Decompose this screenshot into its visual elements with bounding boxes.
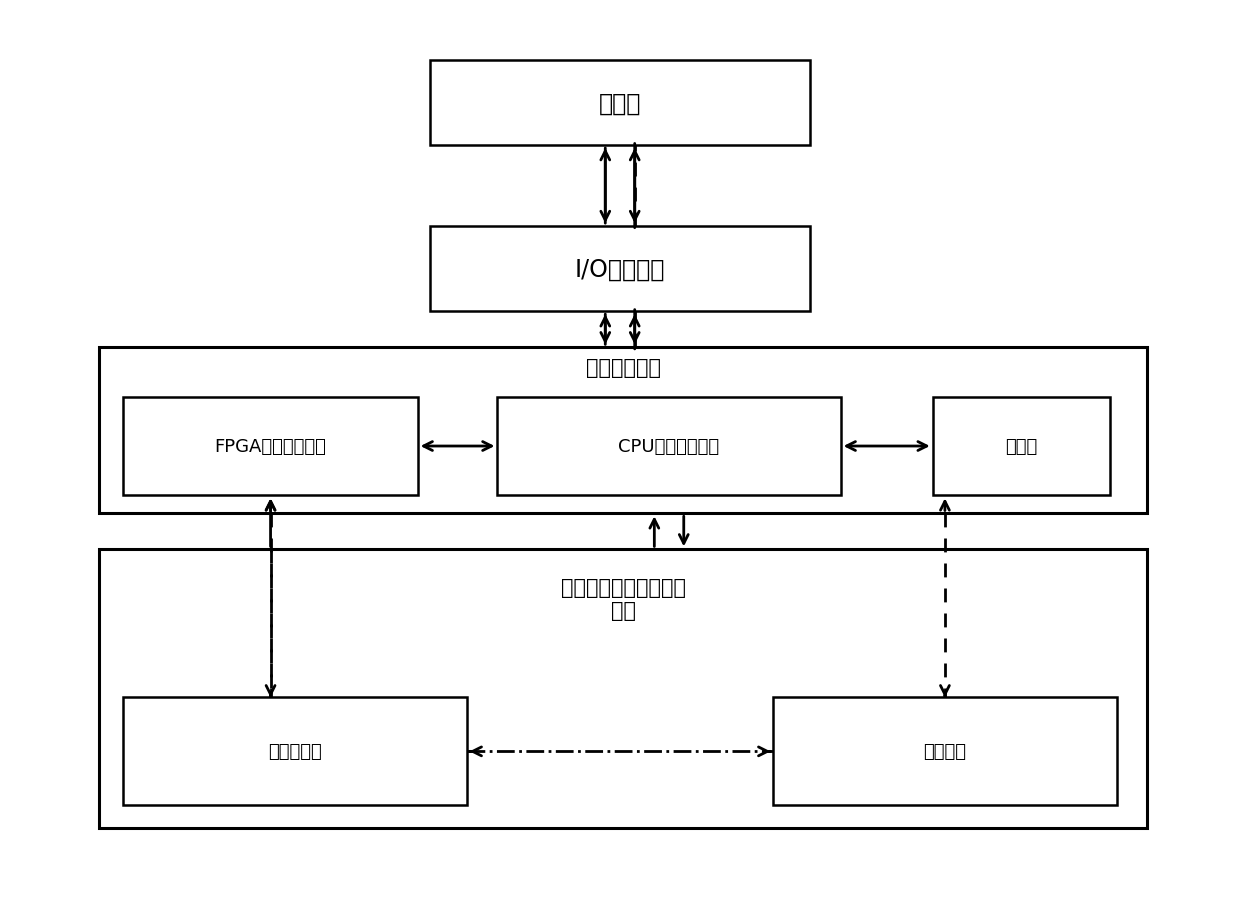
Bar	[124, 397, 418, 496]
Text: 电网模型: 电网模型	[924, 742, 966, 761]
Text: CPU实时仳真平台: CPU实时仳真平台	[619, 437, 719, 456]
Bar	[99, 348, 1147, 514]
Text: 上位机: 上位机	[1006, 437, 1038, 456]
Text: 主电路模型: 主电路模型	[268, 742, 322, 761]
Text: FPGA实时仳真平台: FPGA实时仳真平台	[215, 437, 326, 456]
Bar	[430, 227, 810, 312]
Bar	[124, 698, 466, 805]
Text: I/O接口设备: I/O接口设备	[575, 258, 665, 281]
Bar	[99, 549, 1147, 828]
Bar	[497, 397, 841, 496]
Bar	[430, 61, 810, 146]
Text: 实时仳真系统: 实时仳真系统	[585, 358, 661, 377]
Text: 控制器: 控制器	[599, 91, 641, 116]
Bar	[774, 698, 1116, 805]
Bar	[932, 397, 1111, 496]
Text: 新能源并网变流器仳真
模型: 新能源并网变流器仳真 模型	[560, 578, 686, 620]
